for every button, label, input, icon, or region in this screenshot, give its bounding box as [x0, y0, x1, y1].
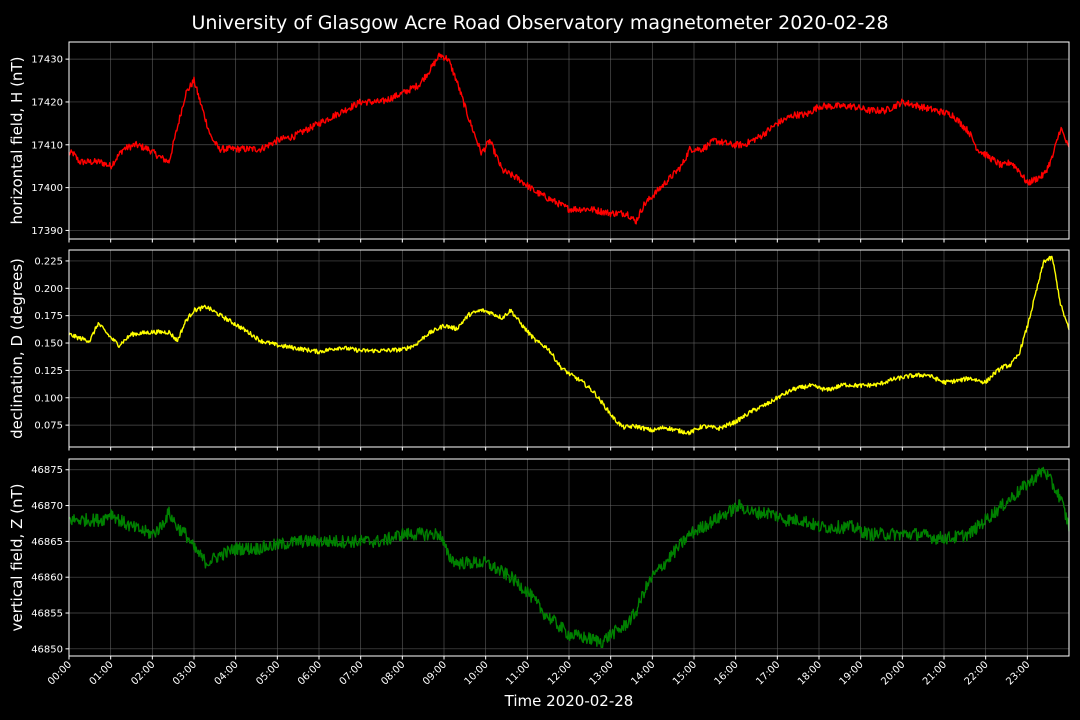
panel-Z: 46850 46855 46860 46865 46870 46875 vertical f… — [8, 458, 1070, 660]
x-tick-label-21: 21:00 — [921, 659, 949, 687]
x-tick-label-10: 10:00 — [463, 659, 491, 687]
x-tick-label-14: 14:00 — [629, 659, 657, 687]
x-tick-label-11: 11:00 — [504, 659, 532, 687]
panel-border-Z — [68, 458, 1070, 657]
x-tick-label-4: 04:00 — [213, 659, 241, 687]
x-tick-label-16: 16:00 — [713, 659, 741, 687]
x-tick-label-18: 18:00 — [796, 659, 824, 687]
x-tick-label-5: 05:00 — [254, 659, 282, 687]
x-axis-label: Time 2020-02-28 — [504, 692, 634, 710]
x-tick-label-6: 06:00 — [296, 659, 324, 687]
y-tick-label-H-4: 17430 — [31, 55, 63, 66]
y-tick-label-Z-3: 46865 — [31, 537, 63, 548]
chart-title: University of Glasgow Acre Road Observat… — [191, 12, 888, 34]
y-tick-label-D-1: 0.100 — [34, 393, 63, 404]
x-tick-label-9: 09:00 — [421, 659, 449, 687]
y-axis-label-Z: vertical field, Z (nT) — [8, 483, 26, 631]
x-tick-label-23: 23:00 — [1004, 659, 1032, 687]
y-tick-label-H-3: 17420 — [31, 97, 63, 108]
x-tick-label-19: 19:00 — [838, 659, 866, 687]
y-tick-label-Z-2: 46860 — [31, 573, 63, 584]
x-tick-label-7: 07:00 — [338, 659, 366, 687]
x-tick-label-15: 15:00 — [671, 659, 699, 687]
y-axis-label-D: declination, D (degrees) — [8, 258, 26, 439]
x-tick-label-1: 01:00 — [88, 659, 116, 687]
y-tick-label-Z-0: 46850 — [31, 644, 63, 655]
y-tick-label-D-6: 0.225 — [34, 256, 63, 267]
y-tick-label-D-2: 0.125 — [34, 366, 63, 377]
y-tick-label-D-3: 0.150 — [34, 339, 63, 350]
series-line-H — [68, 52, 1070, 225]
y-axis-label-H: horizontal field, H (nT) — [8, 57, 26, 225]
x-tick-label-0: 00:00 — [46, 659, 74, 687]
y-tick-label-H-0: 17390 — [31, 226, 63, 237]
y-tick-label-Z-4: 46870 — [31, 501, 63, 512]
y-tick-label-D-4: 0.175 — [34, 311, 63, 322]
x-tick-label-17: 17:00 — [754, 659, 782, 687]
y-tick-label-Z-5: 46875 — [31, 465, 63, 476]
y-tick-label-Z-1: 46855 — [31, 609, 63, 620]
x-tick-label-20: 20:00 — [879, 659, 907, 687]
panels: 17390 17400 17410 17420 17430 horizontal fiel… — [8, 41, 1070, 660]
y-tick-label-D-5: 0.200 — [34, 284, 63, 295]
y-tick-label-D-0: 0.075 — [34, 421, 63, 432]
panel-border-H — [68, 41, 1070, 240]
x-tick-label-2: 02:00 — [129, 659, 157, 687]
x-tick-label-12: 12:00 — [546, 659, 574, 687]
x-tick-label-13: 13:00 — [588, 659, 616, 687]
y-tick-label-H-2: 17410 — [31, 140, 63, 151]
panel-border-D — [68, 249, 1070, 448]
series-line-Z — [68, 466, 1070, 648]
x-tick-label-3: 03:00 — [171, 659, 199, 687]
y-tick-label-H-1: 17400 — [31, 183, 63, 194]
panel-D: 0.075 0.100 0.125 0.150 0.175 0.200 0.225 decli… — [8, 249, 1070, 451]
x-tick-labels: 00:00 01:00 02:00 03:00 04:00 05:00 06:00 07:00… — [46, 659, 1032, 687]
x-tick-label-8: 08:00 — [379, 659, 407, 687]
panel-H: 17390 17400 17410 17420 17430 horizontal fiel… — [8, 41, 1070, 243]
x-tick-label-22: 22:00 — [963, 659, 991, 687]
series-line-D — [68, 255, 1070, 436]
